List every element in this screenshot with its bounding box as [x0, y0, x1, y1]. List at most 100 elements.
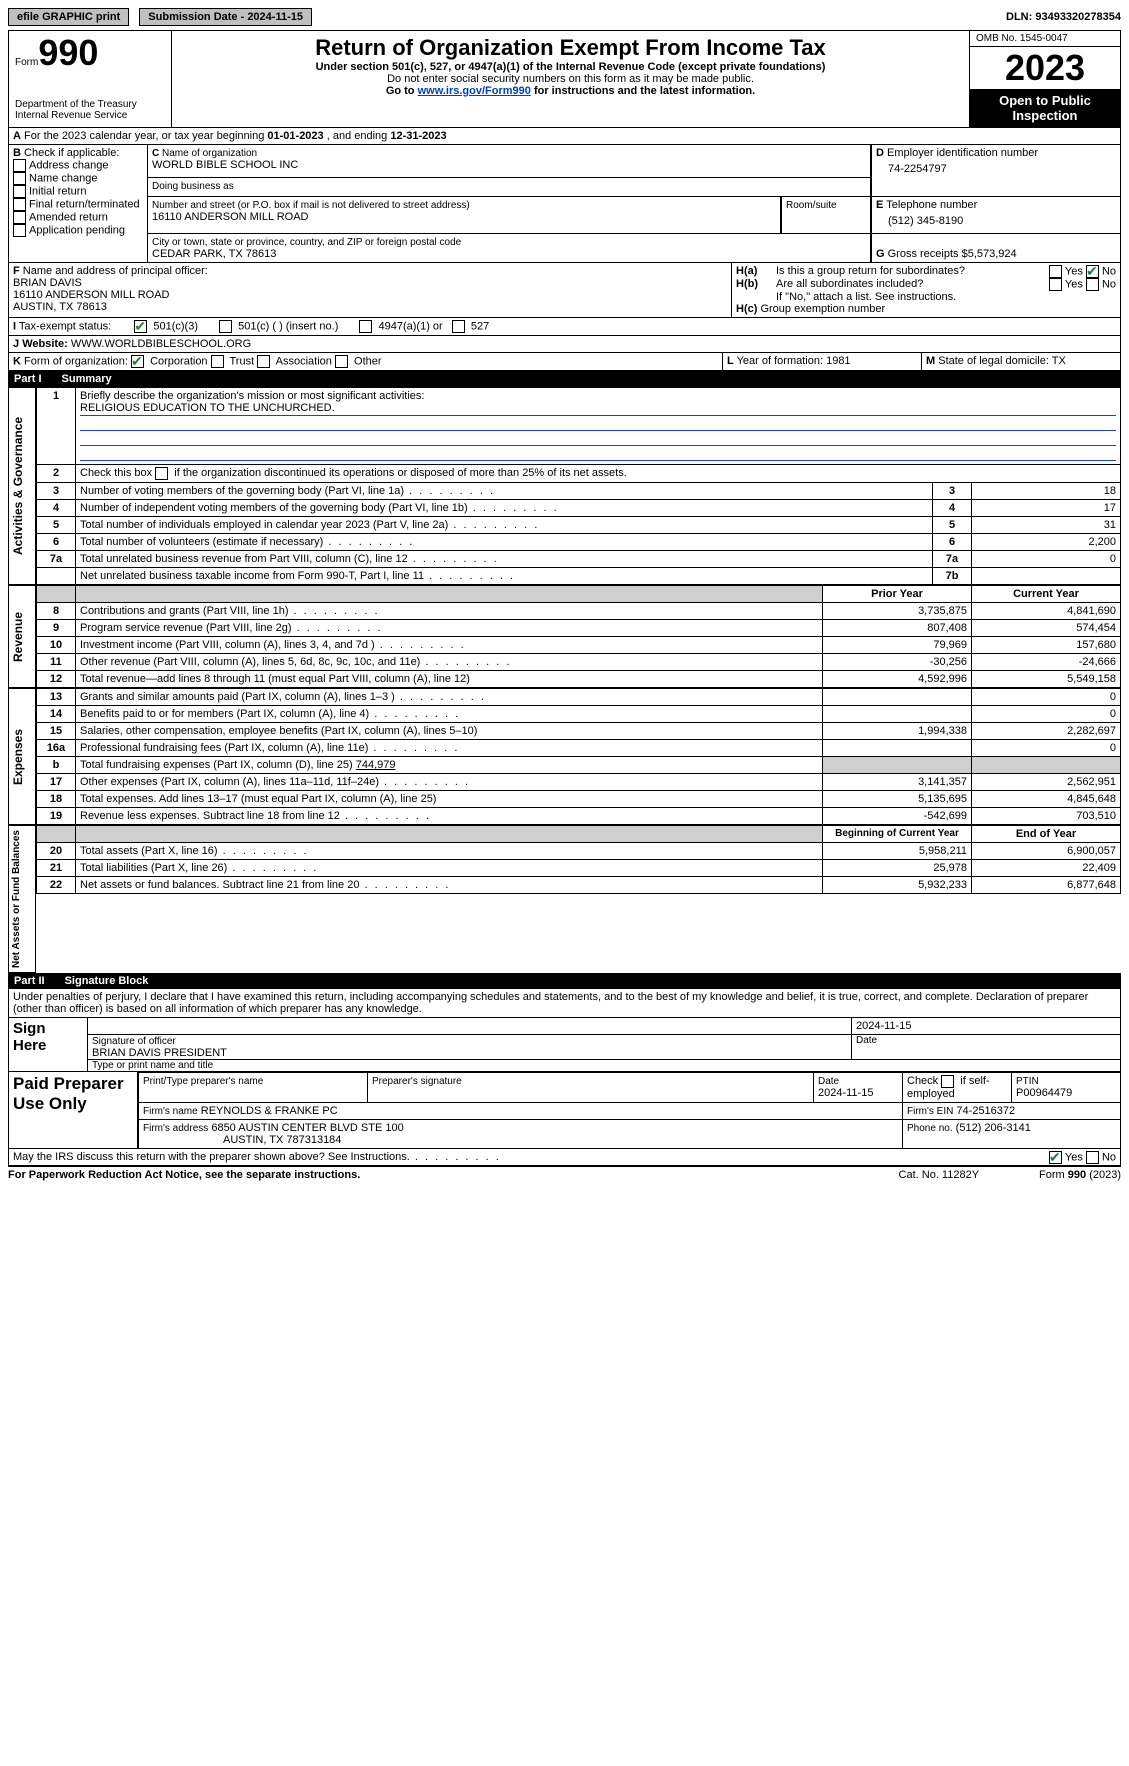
firm-ein: 74-2516372 — [956, 1105, 1015, 1117]
discuss-text: May the IRS discuss this return with the… — [13, 1151, 501, 1163]
n12: 12 — [37, 671, 76, 688]
l6v: 2,200 — [972, 534, 1121, 551]
cb-hb-no[interactable] — [1086, 278, 1099, 291]
cb-ha-no[interactable] — [1086, 265, 1099, 278]
cb-501c[interactable] — [219, 320, 232, 333]
n10: 10 — [37, 637, 76, 654]
q1-lbl: Briefly describe the organization's miss… — [80, 390, 424, 402]
website: WWW.WORLDBIBLESCHOOL.ORG — [71, 338, 251, 350]
n3: 3 — [37, 483, 76, 500]
cb-other[interactable] — [335, 355, 348, 368]
preparer-block: Paid Preparer Use Only Print/Type prepar… — [8, 1072, 1121, 1149]
letter-hc: H(c) — [736, 303, 757, 315]
k-c: Association — [276, 355, 332, 367]
n4: 4 — [37, 500, 76, 517]
n17: 17 — [37, 774, 76, 791]
e-lbl: Telephone number — [886, 199, 977, 211]
cb-501c3[interactable] — [134, 320, 147, 333]
l14t: Benefits paid to or for members (Part IX… — [76, 706, 823, 723]
k-lbl: Form of organization: — [24, 355, 128, 367]
date-lbl: Date — [852, 1035, 1120, 1059]
open-inspection: Open to Public Inspection — [970, 89, 1120, 127]
cb-discuss-no[interactable] — [1086, 1151, 1099, 1164]
i-b: 501(c) ( ) (insert no.) — [238, 320, 338, 332]
no2: No — [1102, 278, 1116, 290]
cb-address-change[interactable] — [13, 159, 26, 172]
top-bar: efile GRAPHIC print Submission Date - 20… — [8, 8, 1121, 26]
addr2: AUSTIN, TX 787313184 — [143, 1134, 341, 1146]
officer-h-block: F Name and address of principal officer:… — [8, 263, 1121, 318]
n20: 20 — [37, 843, 76, 860]
city: CEDAR PARK, TX 78613 — [152, 248, 276, 260]
cb-527[interactable] — [452, 320, 465, 333]
n22: 22 — [37, 877, 76, 894]
l8c: 4,841,690 — [972, 603, 1121, 620]
firm-lbl: Firm's name — [143, 1106, 198, 1117]
prep-check-text: Check if self-employed — [907, 1075, 990, 1100]
c-name-lbl: Name of organization — [162, 148, 257, 159]
form-header: Form990 Department of the Treasury Inter… — [8, 30, 1121, 128]
prep-name-lbl: Print/Type preparer's name — [143, 1076, 263, 1087]
k-d: Other — [354, 355, 382, 367]
irs-link[interactable]: www.irs.gov/Form990 — [418, 85, 531, 97]
section-net: Net Assets or Fund Balances — [8, 825, 36, 973]
cb-hb-yes[interactable] — [1049, 278, 1062, 291]
l4t: Number of independent voting members of … — [76, 500, 933, 517]
n14: 14 — [37, 706, 76, 723]
l11c: -24,666 — [972, 654, 1121, 671]
cb-trust[interactable] — [211, 355, 224, 368]
l17t: Other expenses (Part IX, column (A), lin… — [76, 774, 823, 791]
prep-phone: (512) 206-3141 — [956, 1122, 1031, 1134]
hdr-curr: Current Year — [972, 586, 1121, 603]
year-end: 12-31-2023 — [390, 130, 446, 142]
l16bv: 744,979 — [356, 759, 396, 771]
l16at: Professional fundraising fees (Part IX, … — [76, 740, 823, 757]
cb-self-employed[interactable] — [941, 1075, 954, 1088]
cb-corp[interactable] — [131, 355, 144, 368]
i-c: 4947(a)(1) or — [379, 320, 443, 332]
l18t: Total expenses. Add lines 13–17 (must eq… — [76, 791, 823, 808]
prep-date-lbl: Date — [818, 1076, 839, 1087]
l11p: -30,256 — [823, 654, 972, 671]
q2-text: Check this box if the organization disco… — [80, 467, 627, 479]
org-name: WORLD BIBLE SCHOOL INC — [152, 159, 298, 171]
cb-4947[interactable] — [359, 320, 372, 333]
cb-amended[interactable] — [13, 211, 26, 224]
l16ap — [823, 740, 972, 757]
efile-print-button[interactable]: efile GRAPHIC print — [8, 8, 129, 26]
l7at: Total unrelated business revenue from Pa… — [76, 551, 933, 568]
letter-i: I — [13, 320, 16, 332]
letter-c: C — [152, 148, 159, 159]
l16bt: Total fundraising expenses (Part IX, col… — [80, 759, 356, 771]
l9t: Program service revenue (Part VIII, line… — [76, 620, 823, 637]
sign-here: Sign Here — [8, 1018, 88, 1072]
form-subtitle: Under section 501(c), 527, or 4947(a)(1)… — [178, 61, 963, 73]
n3b: 3 — [933, 483, 972, 500]
dept-treasury: Department of the Treasury — [15, 99, 165, 110]
l15t: Salaries, other compensation, employee b… — [76, 723, 823, 740]
irs-label: Internal Revenue Service — [15, 110, 165, 121]
cb-name-change[interactable] — [13, 172, 26, 185]
n7a: 7a — [37, 551, 76, 568]
l9c: 574,454 — [972, 620, 1121, 637]
ha-text: Is this a group return for subordinates? — [776, 265, 1049, 278]
officer-sig: BRIAN DAVIS PRESIDENT — [92, 1047, 227, 1059]
sign-date: 2024-11-15 — [852, 1018, 1120, 1034]
ein: 74-2254797 — [876, 159, 1116, 179]
cb-discontinued[interactable] — [155, 467, 168, 480]
cb-pending[interactable] — [13, 224, 26, 237]
l7av: 0 — [972, 551, 1121, 568]
n11: 11 — [37, 654, 76, 671]
form-title: Return of Organization Exempt From Incom… — [178, 35, 963, 61]
cb-assoc[interactable] — [257, 355, 270, 368]
cb-final[interactable] — [13, 198, 26, 211]
l19p: -542,699 — [823, 808, 972, 825]
l13c: 0 — [972, 689, 1121, 706]
l7bv — [972, 568, 1121, 585]
i-lbl: Tax-exempt status: — [19, 320, 111, 332]
n16a: 16a — [37, 740, 76, 757]
cb-discuss-yes[interactable] — [1049, 1151, 1062, 1164]
cb-initial[interactable] — [13, 185, 26, 198]
cb-ha-yes[interactable] — [1049, 265, 1062, 278]
l11t: Other revenue (Part VIII, column (A), li… — [76, 654, 823, 671]
